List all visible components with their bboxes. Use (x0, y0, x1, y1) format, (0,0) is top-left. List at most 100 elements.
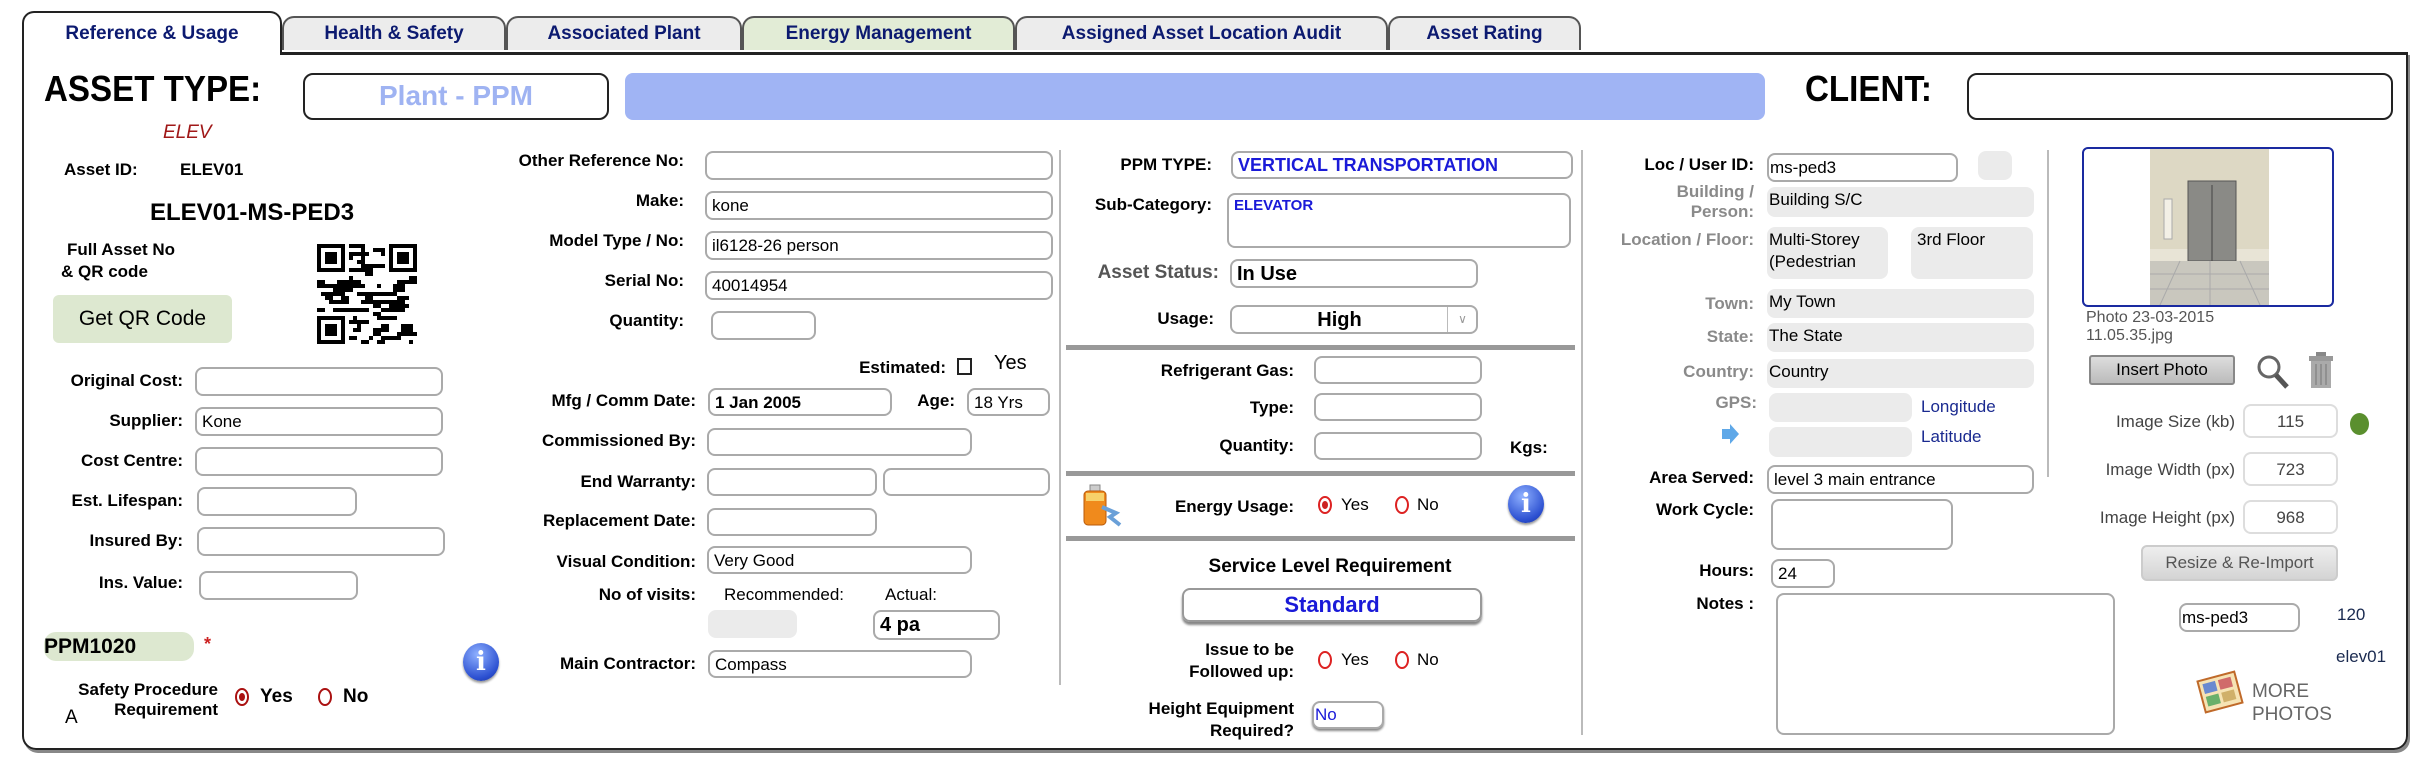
qr-module (357, 320, 361, 324)
replacement-date-input[interactable] (707, 508, 877, 536)
serial-input[interactable]: 40014954 (705, 271, 1053, 300)
image-size-input[interactable]: 115 (2243, 404, 2338, 438)
get-qr-code-button[interactable]: Get QR Code (53, 295, 232, 343)
cost-centre-input[interactable] (195, 447, 443, 476)
asset-type-field[interactable]: Plant - PPM (303, 73, 609, 120)
qr-module (361, 256, 365, 260)
sub-category-input[interactable]: ELEVATOR (1227, 193, 1571, 248)
qr-module (317, 284, 321, 288)
visual-condition-input[interactable]: Very Good (707, 546, 972, 574)
more-photos-link[interactable]: MORE PHOTOS (2252, 681, 2332, 725)
info-icon[interactable]: i (463, 643, 499, 681)
refrigerant-type-input[interactable] (1314, 393, 1482, 421)
asset-status-input[interactable]: In Use (1230, 259, 1478, 288)
tab-health-safety[interactable]: Health & Safety (282, 16, 506, 50)
asset-photo[interactable] (2082, 147, 2334, 307)
qr-module (365, 252, 369, 256)
safety-yes-radio[interactable] (235, 688, 249, 706)
qr-module (357, 284, 361, 288)
asset-type-banner (625, 73, 1765, 120)
supplier-input[interactable]: Kone (195, 407, 443, 436)
ppm-type-input[interactable]: VERTICAL TRANSPORTATION (1231, 151, 1573, 179)
end-warranty-start-input[interactable] (707, 468, 877, 496)
column-divider (2047, 150, 2049, 477)
refrigerant-quantity-label: Quantity: (1219, 436, 1294, 455)
other-reference-input[interactable] (705, 151, 1053, 180)
trash-icon[interactable] (2306, 350, 2336, 390)
qr-module (353, 280, 357, 284)
tab-reference-usage[interactable]: Reference & Usage (22, 11, 282, 55)
end-warranty-end-input[interactable] (883, 468, 1050, 496)
main-contractor-input[interactable]: Compass (708, 650, 972, 678)
qr-module (361, 340, 365, 344)
make-input[interactable]: kone (705, 191, 1053, 220)
photo-caption: Photo 23-03-2015 11.05.35.jpg (2086, 309, 2215, 344)
more-photos-icon[interactable] (2195, 668, 2245, 716)
asset-id-value: ELEV01 (180, 160, 244, 179)
service-level-button[interactable]: Standard (1182, 588, 1482, 622)
visual-condition-label: Visual Condition: (556, 552, 696, 571)
refrigerant-gas-input[interactable] (1314, 356, 1482, 384)
qr-module (377, 316, 381, 320)
original-cost-input[interactable] (195, 367, 443, 396)
insured-by-input[interactable] (197, 527, 445, 556)
qr-module (385, 328, 389, 332)
qr-module (349, 268, 353, 272)
work-cycle-input[interactable] (1771, 499, 1953, 550)
issue-followup-no-radio[interactable] (1395, 651, 1409, 669)
ins-value-input[interactable] (199, 571, 358, 600)
tab-assigned-asset-location-audit[interactable]: Assigned Asset Location Audit (1015, 16, 1388, 50)
image-width-input[interactable]: 723 (2243, 452, 2338, 486)
tab-asset-rating[interactable]: Asset Rating (1388, 16, 1581, 50)
area-served-input[interactable]: level 3 main entrance (1767, 465, 2034, 494)
notes-label: Notes : (1696, 594, 1754, 613)
hours-label: Hours: (1699, 561, 1754, 580)
height-equipment-select[interactable]: No (1312, 701, 1384, 729)
qr-module (345, 284, 349, 288)
qr-module (337, 284, 341, 288)
refrigerant-quantity-input[interactable] (1314, 432, 1482, 460)
qr-module (393, 288, 397, 292)
battery-energy-icon (1083, 484, 1122, 527)
qr-module (397, 288, 401, 292)
insert-photo-button[interactable]: Insert Photo (2089, 355, 2235, 385)
chevron-down-icon[interactable]: ∨ (1447, 307, 1476, 332)
hours-input[interactable]: 24 (1771, 559, 1835, 588)
commissioned-by-input[interactable] (707, 428, 972, 456)
est-lifespan-input[interactable] (197, 487, 357, 516)
mfg-date-input[interactable]: 1 Jan 2005 (708, 388, 892, 416)
qr-module (377, 284, 381, 288)
client-field[interactable] (1967, 73, 2393, 120)
tab-energy-management[interactable]: Energy Management (742, 16, 1015, 50)
quantity-input[interactable] (711, 311, 816, 340)
estimated-checkbox[interactable] (957, 358, 972, 375)
energy-info-icon[interactable]: i (1508, 485, 1544, 523)
image-height-input[interactable]: 968 (2243, 500, 2338, 534)
mfg-date-label: Mfg / Comm Date: (551, 391, 697, 410)
magnifier-icon[interactable] (2256, 354, 2290, 390)
qr-module (345, 288, 349, 292)
energy-usage-no-radio[interactable] (1395, 496, 1409, 514)
qr-module (389, 308, 393, 312)
tab-associated-plant[interactable]: Associated Plant (506, 16, 742, 50)
photo-ref-input[interactable]: ms-ped3 (2179, 603, 2300, 632)
usage-select[interactable]: High ∨ (1230, 305, 1478, 334)
issue-followup-yes-radio[interactable] (1318, 651, 1332, 669)
safety-no-radio[interactable] (318, 688, 332, 706)
model-input[interactable]: il6128-26 person (705, 231, 1053, 260)
qr-module (353, 328, 357, 332)
safety-no-label: No (343, 686, 369, 707)
qr-code-image (317, 244, 417, 344)
visits-actual-input[interactable]: 4 pa (873, 610, 1000, 640)
notes-textarea[interactable] (1776, 593, 2115, 735)
image-size-label: Image Size (kb) (2115, 412, 2235, 431)
qr-module (353, 244, 357, 248)
building-field: Building S/C (1767, 187, 2034, 217)
arrow-right-icon[interactable] (1720, 423, 1740, 445)
state-label: State: (1706, 327, 1754, 346)
age-input[interactable]: 18 Yrs (967, 388, 1050, 416)
energy-usage-yes-radio[interactable] (1318, 496, 1332, 514)
resize-reimport-button[interactable]: Resize & Re-Import (2141, 545, 2338, 581)
qr-module (333, 284, 337, 288)
loc-user-id-input[interactable]: ms-ped3 (1767, 153, 1958, 182)
